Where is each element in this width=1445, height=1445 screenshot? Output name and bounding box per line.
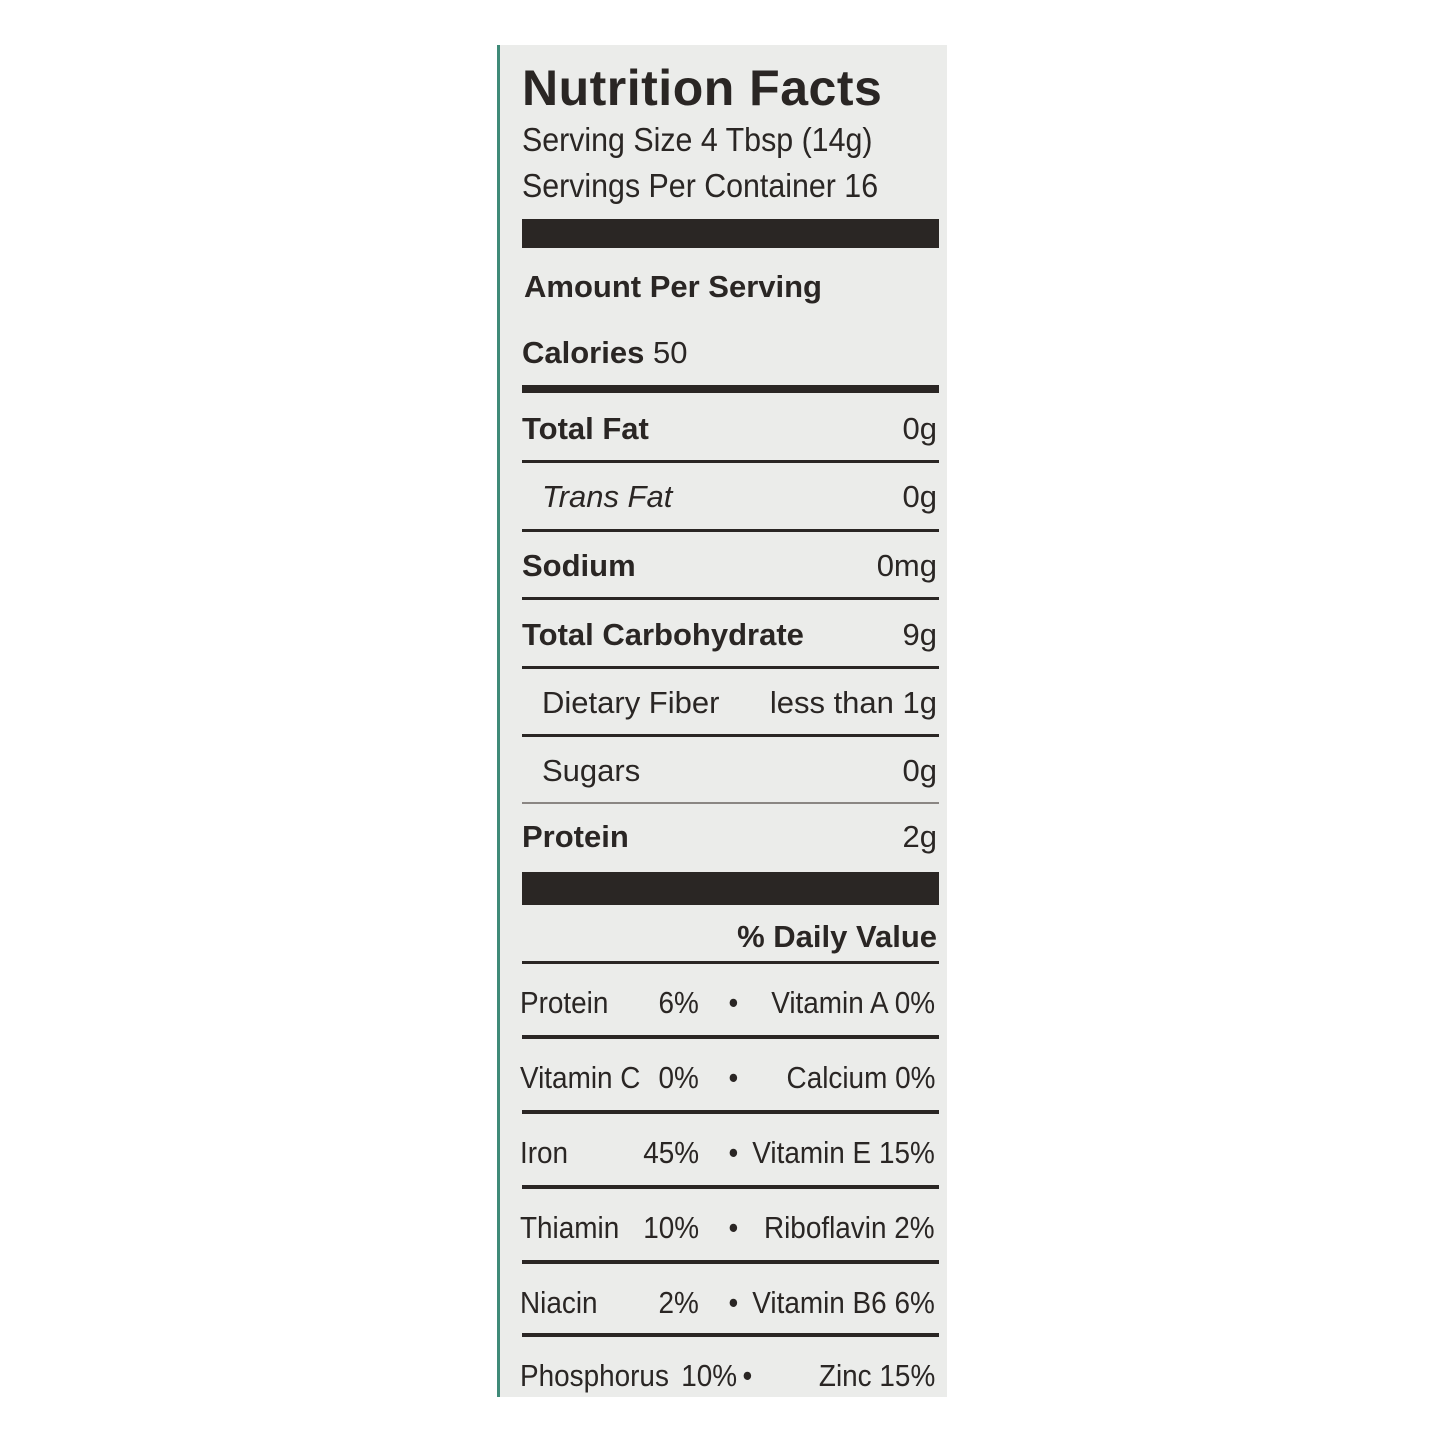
nutrient-value: 0g bbox=[902, 479, 937, 514]
vitamin-value: 0% bbox=[894, 985, 935, 1020]
vitamin-name: Vitamin B6 bbox=[752, 1285, 887, 1320]
nutrient-row: Sodium 0mg bbox=[522, 548, 937, 588]
daily-value-header-row: % Daily Value bbox=[522, 919, 937, 959]
nutrient-value: 0g bbox=[902, 411, 937, 446]
nutrient-row: Total Carbohydrate 9g bbox=[522, 617, 937, 657]
nutrient-name: Dietary Fiber bbox=[542, 685, 720, 720]
serving-size: Serving Size 4 Tbsp (14g) bbox=[522, 121, 873, 158]
nutrient-name: Trans Fat bbox=[542, 479, 673, 514]
vitamin-name: Thiamin bbox=[520, 1210, 620, 1245]
divider bbox=[522, 529, 939, 532]
nutrient-row: Sugars 0g bbox=[522, 753, 937, 793]
vitamin-row: Iron 45% • Vitamin E 15% bbox=[520, 1135, 935, 1175]
divider bbox=[522, 734, 939, 737]
calories-label: Calories bbox=[522, 335, 645, 370]
nutrient-name: Total Fat bbox=[522, 411, 649, 446]
vitamin-name: Phosphorus bbox=[520, 1358, 669, 1393]
nutrient-value: less than 1g bbox=[769, 685, 937, 720]
amount-per-serving: Amount Per Serving bbox=[524, 269, 822, 304]
divider bbox=[522, 961, 939, 964]
divider bbox=[522, 1333, 939, 1337]
bullet: • bbox=[728, 985, 739, 1020]
nutrient-name: Sodium bbox=[522, 548, 636, 583]
vitamin-name: Vitamin E bbox=[752, 1135, 872, 1170]
vitamin-name: Calcium bbox=[786, 1060, 887, 1095]
vitamin-name: Riboflavin bbox=[764, 1210, 887, 1245]
vitamin-value: 10% bbox=[643, 1210, 699, 1245]
vitamin-row: Thiamin 10% • Riboflavin 2% bbox=[520, 1210, 935, 1250]
nutrient-value: 9g bbox=[902, 617, 937, 652]
vitamin-name: Zinc bbox=[818, 1358, 872, 1393]
nutrient-row: Total Fat 0g bbox=[522, 411, 937, 451]
vitamin-value: 2% bbox=[658, 1285, 699, 1320]
vitamin-row: Protein 6% • Vitamin A 0% bbox=[520, 985, 935, 1025]
vitamin-value: 6% bbox=[894, 1285, 935, 1320]
vitamin-row: Vitamin C 0% • Calcium 0% bbox=[520, 1060, 935, 1100]
vitamin-name: Iron bbox=[520, 1135, 569, 1170]
nutrient-name: Protein bbox=[522, 819, 629, 854]
vitamin-value: 2% bbox=[894, 1210, 935, 1245]
bullet: • bbox=[728, 1060, 739, 1095]
vitamin-name: Niacin bbox=[520, 1285, 598, 1320]
servings-per-container: Servings Per Container 16 bbox=[522, 167, 879, 204]
bullet: • bbox=[728, 1135, 739, 1170]
nutrient-value: 0g bbox=[902, 753, 937, 788]
divider bbox=[522, 385, 939, 393]
divider bbox=[522, 460, 939, 463]
bullet: • bbox=[728, 1285, 739, 1320]
thick-divider bbox=[522, 872, 939, 905]
calories-value: 50 bbox=[652, 335, 688, 370]
daily-value-header: % Daily Value bbox=[737, 919, 937, 954]
vitamin-value: 0% bbox=[894, 1060, 935, 1095]
nutrient-name: Total Carbohydrate bbox=[522, 617, 804, 652]
label-title: Nutrition Facts bbox=[522, 60, 883, 116]
nutrient-value: 2g bbox=[902, 819, 937, 854]
vitamin-row: Niacin 2% • Vitamin B6 6% bbox=[520, 1285, 935, 1325]
vitamin-name: Protein bbox=[520, 985, 609, 1020]
vitamin-name: Vitamin C bbox=[520, 1060, 641, 1095]
nutrient-row: Trans Fat 0g bbox=[522, 479, 937, 519]
divider bbox=[522, 1260, 939, 1264]
vitamin-name: Vitamin A bbox=[771, 985, 887, 1020]
divider bbox=[522, 1035, 939, 1039]
divider bbox=[522, 666, 939, 669]
vitamin-value: 0% bbox=[658, 1060, 699, 1095]
bullet: • bbox=[742, 1358, 753, 1393]
divider bbox=[522, 802, 939, 804]
bullet: • bbox=[728, 1210, 739, 1245]
nutrition-facts-panel: Nutrition Facts Serving Size 4 Tbsp (14g… bbox=[497, 45, 947, 1397]
divider bbox=[522, 597, 939, 600]
vitamin-value: 15% bbox=[879, 1135, 935, 1170]
divider bbox=[522, 1185, 939, 1189]
divider bbox=[522, 1110, 939, 1114]
vitamin-value: 6% bbox=[658, 985, 699, 1020]
nutrient-row: Protein 2g bbox=[522, 819, 937, 859]
vitamin-value: 45% bbox=[643, 1135, 699, 1170]
nutrient-value: 0mg bbox=[876, 548, 937, 583]
nutrient-name: Sugars bbox=[542, 753, 641, 788]
thick-divider bbox=[522, 219, 939, 248]
nutrient-row: Dietary Fiber less than 1g bbox=[522, 685, 937, 725]
calories-row: Calories 50 bbox=[522, 335, 937, 375]
vitamin-value: 10% bbox=[681, 1358, 737, 1393]
vitamin-value: 15% bbox=[879, 1358, 935, 1393]
vitamin-row: Phosphorus 10% • Zinc 15% bbox=[520, 1358, 935, 1398]
